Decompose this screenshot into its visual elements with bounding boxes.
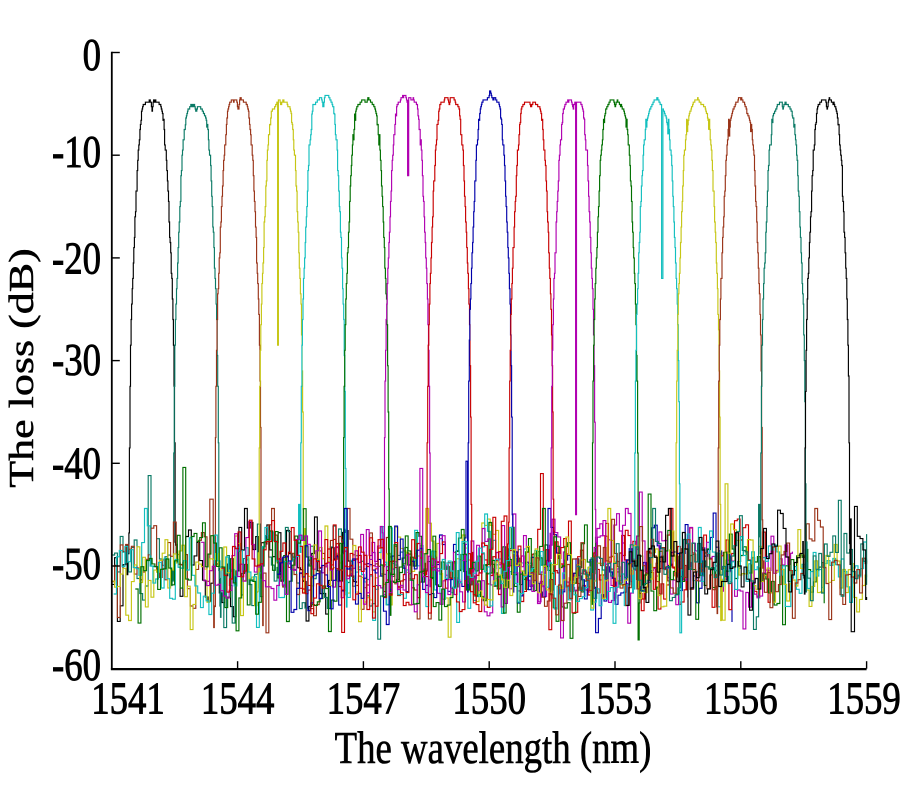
svg-text:1547: 1547 <box>327 674 401 725</box>
svg-text:1556: 1556 <box>704 674 778 725</box>
svg-text:-20: -20 <box>52 234 101 285</box>
svg-text:The loss (dB): The loss (dB) <box>1 248 41 487</box>
svg-text:1559: 1559 <box>827 674 900 725</box>
svg-text:-60: -60 <box>52 640 101 691</box>
svg-text:-40: -40 <box>52 439 101 490</box>
svg-text:1544: 1544 <box>201 674 275 725</box>
svg-text:-50: -50 <box>52 539 101 590</box>
svg-text:0: 0 <box>83 30 101 81</box>
svg-text:1550: 1550 <box>452 674 526 725</box>
svg-text:1553: 1553 <box>578 674 652 725</box>
svg-text:The wavelength (nm): The wavelength (nm) <box>335 723 652 774</box>
svg-text:-30: -30 <box>52 335 101 386</box>
svg-text:-10: -10 <box>52 127 101 178</box>
svg-text:1541: 1541 <box>91 674 165 725</box>
